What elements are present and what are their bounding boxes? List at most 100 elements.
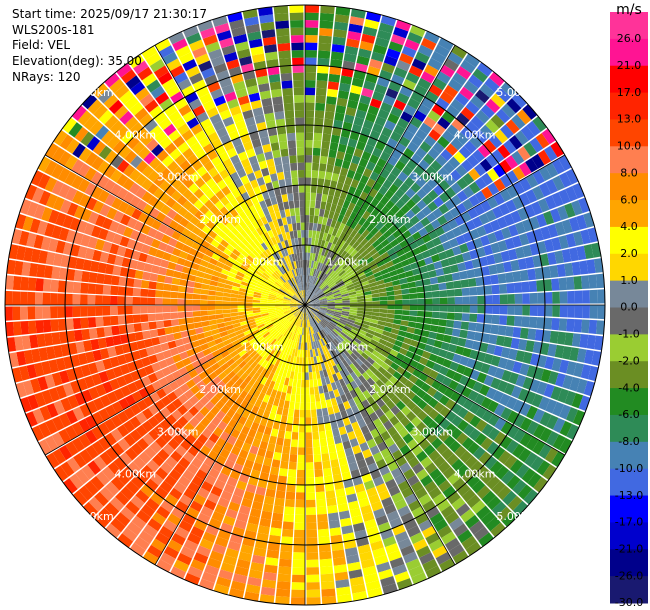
ray-bin bbox=[448, 544, 465, 558]
ray-bin bbox=[129, 195, 141, 208]
ray-bin bbox=[290, 393, 296, 402]
ray-bin bbox=[147, 195, 159, 207]
ray-bin bbox=[154, 199, 165, 212]
ray-bin bbox=[207, 357, 217, 367]
ray-bin bbox=[298, 275, 302, 283]
ray-bin bbox=[46, 403, 59, 418]
ray-bin bbox=[433, 184, 445, 196]
ray-bin bbox=[543, 279, 553, 292]
ray-bin bbox=[117, 315, 126, 325]
ray-bin bbox=[493, 192, 505, 206]
ray-bin bbox=[250, 278, 259, 284]
ray-bin bbox=[371, 267, 381, 275]
ray-bin bbox=[417, 342, 427, 351]
ray-bin bbox=[177, 123, 190, 136]
ray-bin bbox=[281, 319, 289, 326]
ray-bin bbox=[298, 283, 302, 291]
ray-bin bbox=[83, 115, 98, 131]
ray-bin bbox=[400, 385, 410, 395]
ray-bin bbox=[510, 210, 522, 224]
ray-bin bbox=[589, 289, 598, 304]
ray-bin bbox=[151, 538, 167, 552]
ray-bin bbox=[335, 579, 350, 589]
ray-bin bbox=[309, 311, 314, 318]
ray-bin bbox=[327, 301, 335, 304]
ray-bin bbox=[578, 395, 591, 412]
ray-bin bbox=[328, 210, 335, 220]
ray-bin bbox=[342, 262, 350, 270]
ray-bin bbox=[466, 358, 477, 369]
ray-bin bbox=[66, 330, 76, 343]
ray-bin bbox=[8, 352, 19, 368]
ray-bin bbox=[358, 216, 367, 226]
ray-bin bbox=[286, 331, 292, 339]
ray-bin bbox=[320, 201, 327, 210]
ray-bin bbox=[551, 358, 562, 372]
ray-bin bbox=[295, 117, 305, 126]
ray-bin bbox=[392, 524, 406, 536]
ray-bin bbox=[321, 247, 327, 256]
ray-bin bbox=[246, 243, 255, 252]
ray-bin bbox=[289, 287, 296, 294]
ray-bin bbox=[256, 236, 264, 245]
ray-bin bbox=[355, 347, 364, 355]
ray-bin bbox=[355, 268, 364, 275]
ray-bin bbox=[289, 340, 294, 348]
ray-bin bbox=[376, 324, 385, 331]
ray-bin bbox=[356, 292, 365, 297]
ray-bin bbox=[435, 356, 446, 366]
ray-bin bbox=[281, 285, 289, 291]
ray-bin bbox=[290, 162, 298, 171]
ray-bin bbox=[319, 231, 325, 240]
ray-bin bbox=[461, 313, 470, 322]
ray-bin bbox=[338, 269, 346, 277]
ray-bin bbox=[295, 507, 305, 515]
ray-bin bbox=[428, 84, 443, 97]
ray-bin bbox=[344, 264, 352, 272]
ray-bin bbox=[398, 375, 409, 385]
ray-bin bbox=[114, 84, 130, 99]
ray-bin bbox=[350, 195, 359, 205]
range-label: 5.00km bbox=[72, 510, 114, 523]
ray-bin bbox=[368, 188, 378, 198]
ray-bin bbox=[244, 16, 259, 27]
ray-bin bbox=[278, 179, 286, 188]
ray-bin bbox=[347, 288, 356, 294]
ray-bin bbox=[374, 243, 384, 252]
ray-bin bbox=[300, 319, 303, 328]
ray-bin bbox=[18, 230, 30, 246]
ray-bin bbox=[272, 284, 280, 290]
ray-bin bbox=[251, 249, 260, 258]
ray-bin bbox=[438, 394, 450, 406]
ray-bin bbox=[283, 95, 294, 104]
ray-bin bbox=[317, 291, 324, 297]
ray-bin bbox=[148, 428, 161, 441]
ray-bin bbox=[385, 87, 399, 99]
ray-bin bbox=[50, 319, 59, 332]
ray-bin bbox=[317, 216, 324, 225]
ray-bin bbox=[348, 291, 357, 296]
ray-bin bbox=[362, 565, 377, 577]
ray-bin bbox=[267, 308, 276, 311]
ray-bin bbox=[183, 400, 194, 411]
ray-bin bbox=[207, 131, 220, 143]
ray-bin bbox=[387, 300, 395, 305]
ray-bin bbox=[291, 582, 305, 590]
ray-bin bbox=[280, 327, 287, 335]
ray-bin bbox=[316, 347, 322, 356]
ray-bin bbox=[60, 254, 70, 268]
ray-bin bbox=[463, 80, 479, 95]
ray-bin bbox=[582, 305, 590, 319]
ray-bin bbox=[514, 130, 529, 146]
ray-bin bbox=[395, 438, 407, 450]
ray-bin bbox=[335, 6, 351, 16]
ray-bin bbox=[313, 132, 323, 141]
ray-bin bbox=[305, 462, 314, 470]
ray-bin bbox=[369, 445, 380, 456]
ray-bin bbox=[295, 215, 301, 223]
ray-bin bbox=[226, 328, 235, 335]
ray-bin bbox=[164, 474, 178, 488]
ray-bin bbox=[262, 105, 274, 115]
ray-bin bbox=[337, 143, 347, 153]
ray-bin bbox=[142, 551, 159, 565]
